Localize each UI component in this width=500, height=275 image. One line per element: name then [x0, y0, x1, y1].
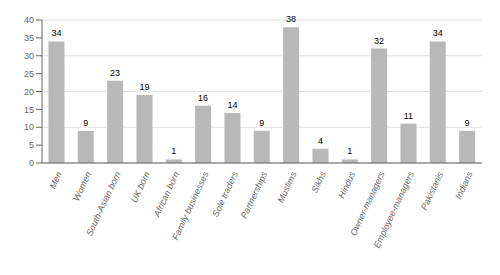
svg-text:Indians: Indians	[453, 170, 475, 201]
svg-text:1: 1	[171, 146, 176, 156]
svg-text:20: 20	[24, 87, 34, 97]
svg-text:16: 16	[198, 93, 208, 103]
svg-text:5: 5	[29, 140, 34, 150]
svg-text:34: 34	[51, 28, 61, 38]
svg-text:35: 35	[24, 33, 34, 43]
svg-text:Owner-managers: Owner-managers	[348, 170, 387, 238]
svg-text:25: 25	[24, 69, 34, 79]
svg-text:15: 15	[24, 105, 34, 115]
svg-text:Men: Men	[47, 170, 63, 190]
svg-text:Women: Women	[71, 170, 93, 202]
svg-text:Sikhs: Sikhs	[310, 170, 329, 195]
svg-text:Sole traders: Sole traders	[210, 170, 240, 219]
svg-text:32: 32	[374, 36, 384, 46]
svg-text:1: 1	[347, 146, 352, 156]
svg-text:14: 14	[227, 100, 237, 110]
svg-text:23: 23	[110, 68, 120, 78]
svg-text:9: 9	[465, 118, 470, 128]
svg-text:30: 30	[24, 51, 34, 61]
svg-text:4: 4	[318, 136, 323, 146]
svg-text:11: 11	[404, 111, 413, 121]
svg-text:34: 34	[433, 28, 443, 38]
svg-text:African born: African born	[151, 170, 181, 219]
svg-text:Partnerships: Partnerships	[239, 170, 270, 220]
svg-text:Family businesses: Family businesses	[170, 170, 211, 242]
svg-text:Pakistanis: Pakistanis	[419, 170, 446, 212]
svg-text:Employee-managers: Employee-managers	[372, 170, 416, 250]
svg-text:0: 0	[29, 158, 34, 168]
svg-text:19: 19	[139, 82, 149, 92]
svg-text:Muslims: Muslims	[276, 170, 299, 205]
svg-text:Hindus: Hindus	[336, 170, 357, 200]
svg-text:40: 40	[24, 15, 34, 25]
svg-text:South-Asian born: South-Asian born	[84, 170, 122, 237]
svg-text:UK born: UK born	[129, 170, 152, 204]
svg-text:38: 38	[286, 14, 296, 24]
svg-text:9: 9	[83, 118, 88, 128]
svg-text:10: 10	[24, 122, 34, 132]
svg-text:9: 9	[259, 118, 264, 128]
